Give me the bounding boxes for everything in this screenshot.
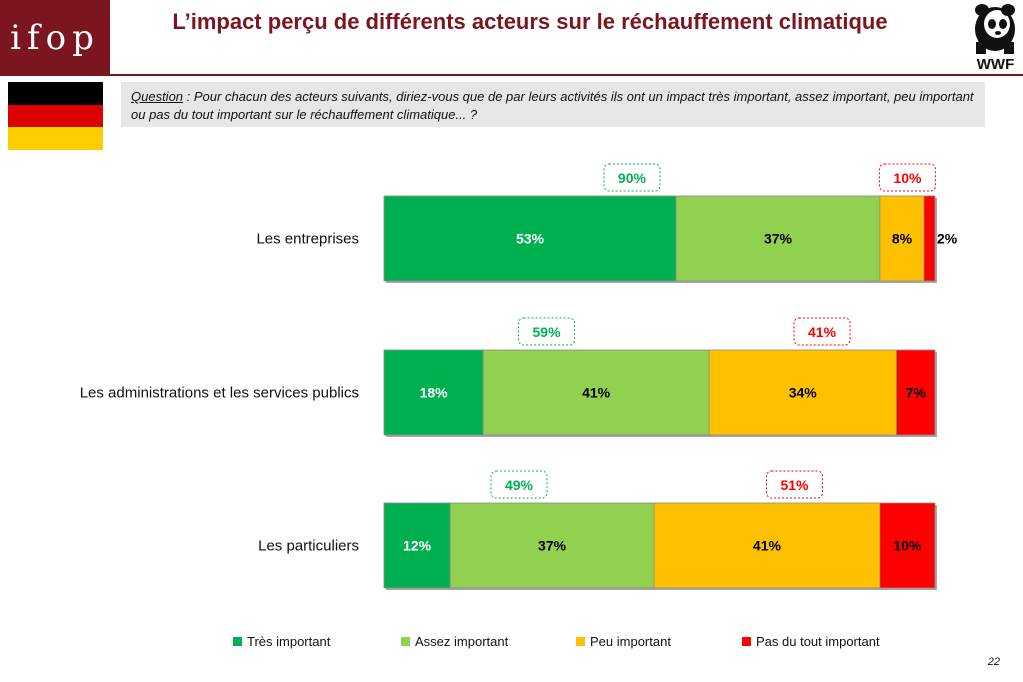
legend-label: Assez important bbox=[415, 634, 509, 649]
bar-segment bbox=[879, 502, 936, 589]
data-label: 10% bbox=[893, 538, 922, 554]
legend-swatch bbox=[576, 637, 585, 646]
flag-stripe-gold bbox=[8, 127, 103, 150]
panda-icon bbox=[975, 4, 1015, 54]
data-label: 41% bbox=[753, 538, 782, 554]
bar-segment bbox=[708, 349, 897, 436]
category-label: Les particuliers bbox=[258, 538, 359, 555]
bar-segment bbox=[879, 195, 925, 282]
page-number: 22 bbox=[987, 656, 1000, 668]
header-rule bbox=[110, 74, 1023, 76]
total-important-label: 49% bbox=[505, 477, 534, 493]
legend-label: Très important bbox=[247, 634, 331, 649]
wwf-logo-text: WWF bbox=[976, 56, 1015, 73]
legend-item: Peu important bbox=[576, 634, 671, 649]
bar-segment bbox=[383, 349, 484, 436]
category-label: Les administrations et les services publ… bbox=[80, 385, 359, 402]
chart-legend: Très important Assez important Peu importa… bbox=[233, 634, 933, 652]
bar-segment bbox=[675, 195, 881, 282]
flag-stripe-red bbox=[8, 104, 103, 128]
data-label: 2% bbox=[937, 231, 958, 247]
bar-segment bbox=[383, 195, 677, 282]
data-label: 41% bbox=[582, 385, 611, 401]
wwf-logo: WWF bbox=[968, 2, 1023, 74]
page-title: L’impact perçu de différents acteurs sur… bbox=[172, 9, 888, 34]
total-not-important-label: 51% bbox=[780, 477, 809, 493]
total-important-label: 59% bbox=[533, 324, 562, 340]
bar-segment bbox=[653, 502, 881, 589]
data-label: 53% bbox=[516, 231, 545, 247]
bar-segment bbox=[482, 349, 710, 436]
legend-label: Pas du tout important bbox=[756, 634, 880, 649]
legend-swatch bbox=[233, 637, 242, 646]
total-not-important-box bbox=[878, 163, 936, 192]
total-not-important-box bbox=[765, 470, 823, 499]
legend-swatch bbox=[401, 637, 410, 646]
data-label: 37% bbox=[538, 538, 567, 554]
data-label: 12% bbox=[403, 538, 432, 554]
total-important-label: 90% bbox=[618, 170, 647, 186]
data-label: 7% bbox=[906, 385, 927, 401]
bar-segment bbox=[449, 502, 655, 589]
flag-stripe-black bbox=[8, 82, 103, 105]
data-label: 8% bbox=[892, 231, 913, 247]
bar-segment bbox=[383, 502, 451, 589]
total-important-box bbox=[518, 317, 576, 346]
bar-segment bbox=[923, 195, 936, 282]
total-not-important-label: 41% bbox=[808, 324, 837, 340]
legend-item: Très important bbox=[233, 634, 330, 649]
legend-label: Peu important bbox=[590, 634, 671, 649]
data-label: 34% bbox=[789, 385, 818, 401]
legend-item: Pas du tout important bbox=[742, 634, 880, 649]
question-label: Question bbox=[131, 89, 184, 104]
ifop-logo-text: ifop bbox=[10, 18, 100, 58]
total-not-important-box bbox=[793, 317, 851, 346]
total-important-box bbox=[490, 470, 548, 499]
ifop-logo: ifop bbox=[0, 0, 110, 76]
bar-segment bbox=[896, 349, 936, 436]
total-important-box bbox=[603, 163, 661, 192]
question-text: : Pour chacun des acteurs suivants, diri… bbox=[131, 89, 974, 122]
stacked-bar-chart: Les entreprises 53% 37% 8% 2% 90% 10% Les admin… bbox=[80, 163, 958, 590]
total-not-important-label: 10% bbox=[893, 170, 922, 186]
germany-flag bbox=[8, 82, 103, 150]
data-label: 18% bbox=[420, 385, 449, 401]
data-label: 37% bbox=[764, 231, 793, 247]
legend-swatch bbox=[742, 637, 751, 646]
legend-item: Assez important bbox=[401, 634, 508, 649]
category-label: Les entreprises bbox=[256, 231, 359, 248]
question-box: Question : Pour chacun des acteurs suiva… bbox=[121, 82, 985, 127]
